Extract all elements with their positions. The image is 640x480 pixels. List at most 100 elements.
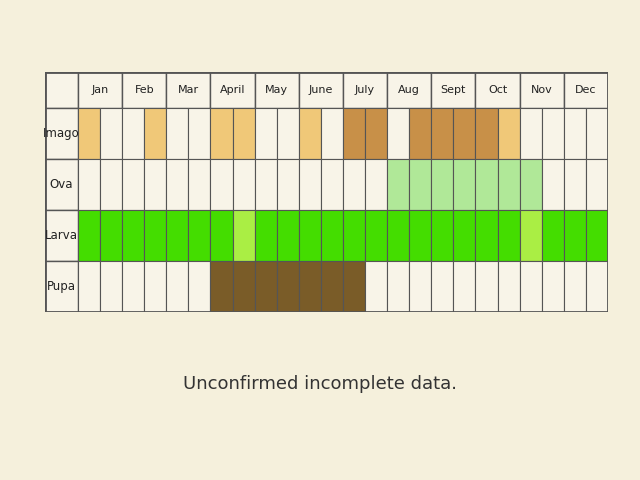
Text: Sept: Sept [441, 85, 466, 95]
Bar [453, 108, 476, 159]
Bar [78, 108, 100, 159]
Bar [586, 108, 608, 159]
Bar [387, 159, 409, 210]
Bar [144, 108, 166, 159]
Bar [144, 210, 166, 261]
Bar [431, 210, 453, 261]
Bar [497, 261, 520, 312]
Bar [541, 159, 564, 210]
Bar [409, 261, 431, 312]
Bar [166, 261, 188, 312]
Bar [497, 210, 520, 261]
Bar [211, 261, 232, 312]
Bar [144, 261, 166, 312]
Bar [78, 72, 122, 108]
Bar [188, 159, 211, 210]
Bar [188, 261, 211, 312]
Bar [586, 159, 608, 210]
Bar [520, 108, 541, 159]
Bar [365, 108, 387, 159]
Text: Dec: Dec [575, 85, 596, 95]
Bar [255, 261, 276, 312]
Bar [387, 210, 409, 261]
Bar [476, 72, 520, 108]
Bar [122, 210, 144, 261]
Text: Unconfirmed incomplete data.: Unconfirmed incomplete data. [183, 375, 457, 393]
Text: Mar: Mar [178, 85, 199, 95]
Bar [100, 159, 122, 210]
Bar [166, 108, 188, 159]
Bar [299, 108, 321, 159]
Bar [122, 108, 144, 159]
Bar [45, 261, 78, 312]
Bar [409, 210, 431, 261]
Bar [276, 108, 299, 159]
Bar [564, 108, 586, 159]
Bar [232, 210, 255, 261]
Bar [166, 159, 188, 210]
Bar [520, 261, 541, 312]
Bar [564, 261, 586, 312]
Bar [520, 159, 541, 210]
Bar [232, 261, 255, 312]
Bar [453, 159, 476, 210]
Bar [100, 108, 122, 159]
Text: Oct: Oct [488, 85, 507, 95]
Text: Pupa: Pupa [47, 280, 76, 293]
Bar [321, 108, 343, 159]
Bar [78, 210, 100, 261]
Bar [476, 108, 497, 159]
Bar [365, 210, 387, 261]
Bar [211, 210, 232, 261]
Bar [431, 159, 453, 210]
Bar [299, 261, 321, 312]
Bar [431, 72, 476, 108]
Bar [321, 261, 343, 312]
Bar [166, 72, 211, 108]
Bar [497, 159, 520, 210]
Bar [45, 210, 78, 261]
Text: June: June [308, 85, 333, 95]
Bar [276, 261, 299, 312]
Text: Aug: Aug [398, 85, 420, 95]
Bar [431, 108, 453, 159]
Text: Nov: Nov [531, 85, 552, 95]
Bar [520, 210, 541, 261]
Bar [321, 159, 343, 210]
Bar [564, 210, 586, 261]
Bar [188, 108, 211, 159]
Bar [431, 261, 453, 312]
Bar [211, 108, 232, 159]
Bar [255, 108, 276, 159]
Bar [255, 159, 276, 210]
Text: Imago: Imago [43, 127, 80, 140]
Bar [343, 159, 365, 210]
Text: May: May [265, 85, 288, 95]
Bar [453, 210, 476, 261]
Bar [520, 72, 564, 108]
Bar [564, 72, 608, 108]
Text: April: April [220, 85, 245, 95]
Text: Feb: Feb [134, 85, 154, 95]
Bar [343, 72, 387, 108]
Bar [387, 261, 409, 312]
Bar [387, 108, 409, 159]
Bar [409, 159, 431, 210]
Bar [45, 159, 78, 210]
Bar [299, 159, 321, 210]
Bar [276, 159, 299, 210]
Bar [122, 159, 144, 210]
Bar [541, 108, 564, 159]
Bar [453, 261, 476, 312]
Bar [541, 210, 564, 261]
Bar [122, 72, 166, 108]
Bar [45, 72, 78, 108]
Bar [476, 210, 497, 261]
Bar [100, 261, 122, 312]
Text: Larva: Larva [45, 229, 78, 242]
Bar [144, 159, 166, 210]
Bar [255, 72, 299, 108]
Bar [122, 261, 144, 312]
Bar [78, 159, 100, 210]
Bar [343, 210, 365, 261]
